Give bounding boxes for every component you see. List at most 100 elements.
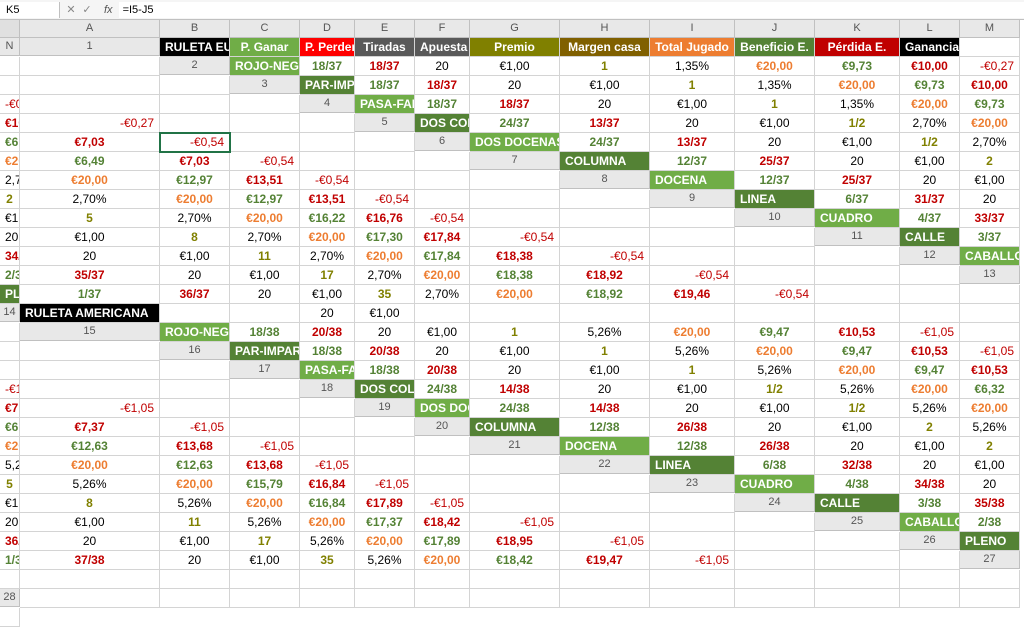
cell[interactable] (415, 437, 470, 456)
cell-margen[interactable]: 5,26% (20, 475, 160, 494)
cell-premio[interactable]: 1 (470, 323, 560, 342)
row-head-9[interactable]: 9 (650, 190, 735, 208)
cell-premio[interactable]: 17 (230, 532, 300, 551)
cell-perdida[interactable]: €7,37 (0, 399, 20, 418)
cell[interactable] (0, 323, 20, 342)
row-head-6[interactable]: 6 (415, 133, 470, 151)
cell-beneficio[interactable]: €16,84 (300, 494, 355, 513)
cell-margen[interactable]: 5,26% (355, 551, 415, 570)
cell[interactable] (20, 342, 160, 361)
cell-pperder[interactable]: 33/37 (960, 209, 1020, 228)
cell[interactable] (815, 532, 900, 551)
cell-pganar[interactable]: 12/38 (650, 437, 735, 456)
cell-apuesta[interactable]: €1,00 (815, 418, 900, 437)
cell-premio[interactable]: 35 (355, 285, 415, 304)
cell[interactable] (650, 532, 735, 551)
bet-label[interactable]: PAR-IMPAR (230, 342, 300, 361)
cell-apuesta[interactable]: €1,00 (230, 551, 300, 570)
cell[interactable] (0, 608, 20, 627)
cell-margen[interactable]: 1,35% (735, 76, 815, 95)
cell-pganar[interactable]: 6/37 (815, 190, 900, 209)
cell[interactable] (230, 114, 300, 133)
cell-ganancia[interactable]: -€1,05 (470, 513, 560, 532)
cell[interactable] (560, 228, 650, 247)
cell-ganancia[interactable]: -€1,05 (415, 494, 470, 513)
cell-pperder[interactable]: 37/38 (20, 551, 160, 570)
cell[interactable] (735, 551, 815, 570)
cell[interactable] (815, 551, 900, 570)
cell-beneficio[interactable]: €18,38 (470, 266, 560, 285)
cell-tiradas[interactable]: 20 (415, 342, 470, 361)
cell-apuesta[interactable]: €1,00 (560, 76, 650, 95)
row-head-10[interactable]: 10 (735, 209, 815, 227)
bet-label[interactable]: COLUMNA (560, 152, 650, 171)
cell-beneficio[interactable]: €12,97 (160, 171, 230, 190)
cell[interactable] (355, 171, 415, 190)
cell[interactable] (815, 304, 900, 323)
col-head-A[interactable]: A (20, 20, 160, 38)
cell-tiradas[interactable]: 20 (960, 475, 1020, 494)
cell-perdida[interactable]: €16,76 (355, 209, 415, 228)
cell-premio[interactable]: 1 (650, 76, 735, 95)
cell[interactable] (230, 589, 300, 608)
cell-beneficio[interactable]: €12,63 (160, 456, 230, 475)
cell-perdida[interactable]: €19,46 (650, 285, 735, 304)
cell[interactable] (470, 304, 560, 323)
bet-label[interactable]: CUADRO (815, 209, 900, 228)
cell[interactable] (650, 589, 735, 608)
cell[interactable] (900, 551, 960, 570)
row-head-5[interactable]: 5 (355, 114, 415, 132)
cell-margen[interactable]: 2,70% (355, 266, 415, 285)
cell-apuesta[interactable]: €1,00 (650, 95, 735, 114)
cell[interactable] (735, 266, 815, 285)
cell[interactable] (355, 589, 415, 608)
cell[interactable] (160, 114, 230, 133)
cell[interactable] (470, 494, 560, 513)
row-head-3[interactable]: 3 (230, 76, 300, 94)
cell[interactable] (230, 95, 300, 114)
cell-perdida[interactable]: €10,53 (815, 323, 900, 342)
cell-beneficio[interactable]: €16,22 (300, 209, 355, 228)
cell[interactable] (300, 418, 355, 437)
header-cell[interactable]: Margen casa (560, 38, 650, 57)
cell[interactable] (300, 152, 355, 171)
cell-margen[interactable]: 2,70% (20, 190, 160, 209)
cell-margen[interactable]: 2,70% (230, 228, 300, 247)
cell-pperder[interactable]: 18/37 (470, 95, 560, 114)
cell-jugado[interactable]: €20,00 (900, 95, 960, 114)
cell[interactable] (415, 190, 470, 209)
cell-apuesta[interactable]: €1,00 (160, 247, 230, 266)
cell-premio[interactable]: 5 (20, 209, 160, 228)
cell-pperder[interactable]: 18/37 (415, 76, 470, 95)
header-cell[interactable]: P. Perder (300, 38, 355, 57)
cell[interactable] (415, 570, 470, 589)
cell[interactable] (160, 95, 230, 114)
cell-apuesta[interactable]: €1,00 (900, 437, 960, 456)
cell-apuesta[interactable]: €1,00 (160, 532, 230, 551)
cell-margen[interactable]: 5,26% (960, 418, 1020, 437)
cell[interactable]: 20 (300, 304, 355, 323)
cell[interactable] (415, 152, 470, 171)
cell[interactable] (160, 570, 230, 589)
cell[interactable] (20, 361, 160, 380)
cell-beneficio[interactable]: €18,42 (470, 551, 560, 570)
row-head-24[interactable]: 24 (735, 494, 815, 512)
cell-pperder[interactable]: 35/38 (960, 494, 1020, 513)
cell-tiradas[interactable]: 20 (900, 171, 960, 190)
row-head-16[interactable]: 16 (160, 342, 230, 360)
bet-label[interactable]: DOS COLUMNAS (415, 114, 470, 133)
cell-pperder[interactable]: 26/38 (735, 437, 815, 456)
cell-pganar[interactable]: 1/38 (0, 551, 20, 570)
cell[interactable] (0, 361, 20, 380)
cell-pganar[interactable]: 18/37 (355, 76, 415, 95)
cell-margen[interactable]: 5,26% (560, 323, 650, 342)
row-head-4[interactable]: 4 (300, 95, 355, 113)
bet-label[interactable]: LINEA (650, 456, 735, 475)
header-cell[interactable]: Tiradas (355, 38, 415, 57)
cell[interactable] (470, 209, 560, 228)
cell-ganancia[interactable]: -€0,54 (355, 190, 415, 209)
cell-apuesta[interactable]: €1,00 (815, 133, 900, 152)
cell-ganancia[interactable]: -€0,54 (650, 266, 735, 285)
bet-label[interactable]: LINEA (735, 190, 815, 209)
section-label[interactable]: RULETA AMERICANA (20, 304, 160, 323)
